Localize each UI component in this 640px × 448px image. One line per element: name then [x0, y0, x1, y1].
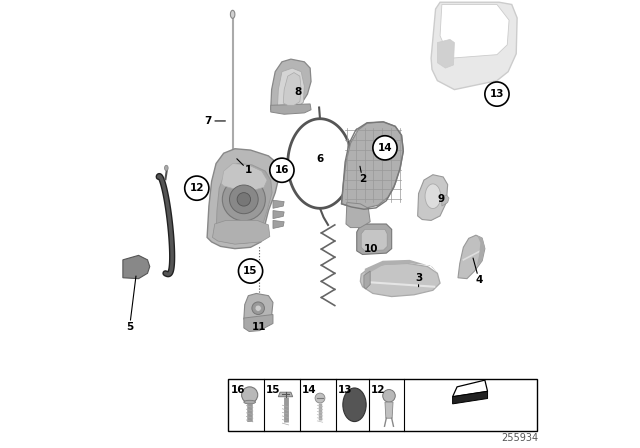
Circle shape — [239, 259, 262, 283]
Text: 12: 12 — [189, 183, 204, 193]
Text: 6: 6 — [316, 154, 324, 164]
Text: 7: 7 — [204, 116, 212, 126]
Text: 2: 2 — [359, 174, 366, 184]
Polygon shape — [440, 4, 509, 58]
Polygon shape — [476, 235, 485, 265]
Circle shape — [373, 136, 397, 160]
Circle shape — [185, 176, 209, 200]
Polygon shape — [346, 202, 370, 228]
Polygon shape — [342, 122, 403, 208]
Polygon shape — [284, 73, 301, 105]
Text: 14: 14 — [378, 143, 392, 153]
Circle shape — [383, 390, 396, 402]
Polygon shape — [212, 220, 270, 244]
Polygon shape — [244, 314, 273, 332]
Bar — [228, 379, 538, 431]
Polygon shape — [418, 175, 448, 220]
Ellipse shape — [343, 388, 366, 422]
Polygon shape — [385, 402, 393, 418]
Polygon shape — [123, 255, 150, 279]
Polygon shape — [364, 271, 370, 289]
Polygon shape — [360, 263, 440, 297]
Circle shape — [242, 387, 258, 403]
Text: 13: 13 — [337, 385, 352, 395]
Polygon shape — [273, 220, 284, 228]
Circle shape — [255, 305, 261, 311]
Text: 4: 4 — [476, 275, 483, 285]
Polygon shape — [442, 195, 449, 206]
Polygon shape — [273, 211, 284, 219]
Text: 15: 15 — [243, 266, 258, 276]
Polygon shape — [221, 164, 267, 190]
Polygon shape — [458, 235, 485, 279]
Ellipse shape — [230, 10, 235, 18]
Polygon shape — [207, 149, 280, 249]
Polygon shape — [271, 59, 311, 112]
Ellipse shape — [164, 165, 168, 171]
Text: 3: 3 — [415, 273, 422, 283]
Text: 15: 15 — [266, 385, 280, 395]
Text: 255934: 255934 — [502, 433, 539, 443]
Text: 12: 12 — [371, 385, 385, 395]
Polygon shape — [244, 293, 273, 323]
Polygon shape — [431, 2, 517, 90]
Circle shape — [270, 158, 294, 182]
Polygon shape — [452, 392, 488, 404]
Text: 16: 16 — [231, 385, 245, 395]
Circle shape — [222, 178, 266, 221]
Polygon shape — [452, 380, 488, 397]
Circle shape — [237, 193, 251, 206]
Text: 10: 10 — [364, 244, 379, 254]
Text: 11: 11 — [252, 322, 267, 332]
Ellipse shape — [425, 184, 441, 209]
Polygon shape — [437, 39, 454, 68]
Polygon shape — [278, 68, 305, 110]
Polygon shape — [278, 392, 292, 397]
Circle shape — [252, 302, 264, 314]
Polygon shape — [361, 229, 387, 251]
Polygon shape — [356, 224, 392, 254]
Polygon shape — [271, 104, 311, 114]
Text: 16: 16 — [275, 165, 289, 175]
Text: 14: 14 — [301, 385, 316, 395]
Polygon shape — [365, 260, 437, 276]
Text: 9: 9 — [437, 194, 445, 204]
Text: 1: 1 — [244, 165, 252, 175]
Polygon shape — [273, 200, 284, 208]
Text: 8: 8 — [294, 87, 301, 97]
Ellipse shape — [244, 401, 255, 404]
Text: 5: 5 — [126, 322, 133, 332]
Polygon shape — [216, 164, 272, 243]
Text: 13: 13 — [490, 89, 504, 99]
Circle shape — [485, 82, 509, 106]
Circle shape — [230, 185, 258, 214]
Circle shape — [315, 393, 325, 403]
